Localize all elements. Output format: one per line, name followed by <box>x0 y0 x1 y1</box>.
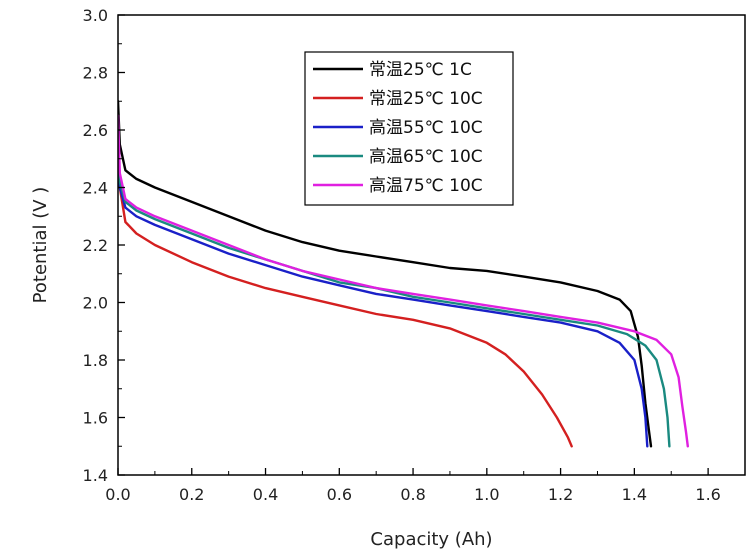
x-tick-label: 0.0 <box>105 485 130 504</box>
legend-box <box>304 51 514 206</box>
series-line-3 <box>118 143 671 448</box>
series-lines <box>118 100 689 448</box>
y-tick-label: 2.6 <box>83 121 108 140</box>
y-tick-label: 3.0 <box>83 6 108 25</box>
y-tick-label: 1.6 <box>83 409 108 428</box>
y-tick-label: 2.2 <box>83 236 108 255</box>
y-tick-label: 1.8 <box>83 351 108 370</box>
x-axis-ticks: 0.0 0.2 0.4 0.6 0.8 1.0 1.2 1.4 1.6 <box>105 468 721 504</box>
legend-label: 常温25℃ 10C <box>369 89 483 109</box>
legend: 常温25℃ 1C 常温25℃ 10C 高温55℃ 10C 高温65℃ 10C 高温75℃… <box>304 51 514 206</box>
y-tick-label: 2.0 <box>83 294 108 313</box>
series-line-4 <box>118 114 689 448</box>
series-line-1 <box>118 128 573 448</box>
x-tick-label: 1.4 <box>622 485 647 504</box>
legend-label: 高温75℃ 10C <box>369 176 483 196</box>
y-tick-label: 2.8 <box>83 64 108 83</box>
y-axis-ticks: 1.4 1.6 1.8 2.0 2.2 2.4 2.6 2.8 3.0 <box>83 6 125 485</box>
y-tick-label: 2.4 <box>83 179 108 198</box>
x-tick-label: 0.2 <box>179 485 204 504</box>
legend-label: 高温65℃ 10C <box>369 147 483 167</box>
x-axis-title: Capacity (Ah) <box>370 529 492 550</box>
x-tick-label: 0.4 <box>253 485 278 504</box>
x-tick-label: 0.8 <box>400 485 425 504</box>
x-tick-label: 1.2 <box>548 485 573 504</box>
x-tick-label: 1.0 <box>474 485 499 504</box>
series-line-2 <box>118 143 649 448</box>
legend-label: 常温25℃ 1C <box>369 60 472 80</box>
y-axis-title: Potential (V ) <box>30 187 51 304</box>
x-tick-label: 0.6 <box>327 485 352 504</box>
x-tick-label: 1.6 <box>695 485 720 504</box>
y-tick-label: 1.4 <box>83 466 108 485</box>
legend-label: 高温55℃ 10C <box>369 118 483 138</box>
